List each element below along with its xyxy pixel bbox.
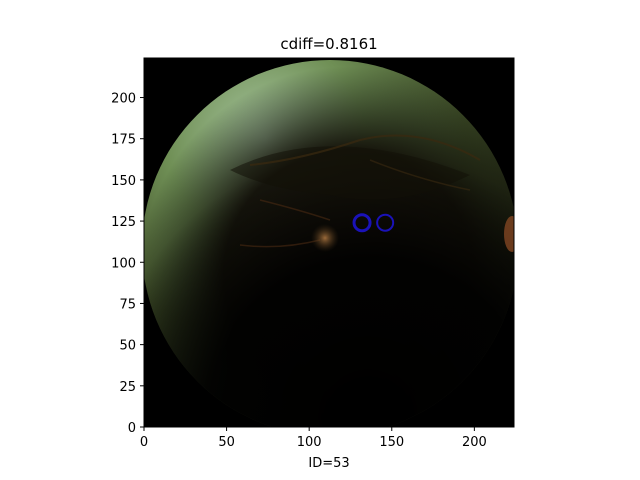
y-tick-label: 150: [111, 174, 136, 189]
y-tick-label: 75: [119, 297, 136, 312]
x-tick-label: 50: [218, 435, 235, 450]
chart-title: cdiff=0.8161: [280, 35, 377, 53]
x-tick-label: 100: [297, 435, 322, 450]
y-tick-label: 200: [111, 92, 136, 107]
y-tick-label: 50: [119, 339, 136, 354]
x-axis-label: ID=53: [308, 456, 349, 471]
x-tick-label: 150: [379, 435, 404, 450]
y-tick-label: 100: [111, 256, 136, 271]
data-point-marker: [352, 213, 372, 233]
marker-layer: [352, 213, 395, 233]
x-axis: 0 50 100 150 200: [140, 427, 487, 450]
data-point-marker: [376, 213, 395, 232]
y-axis: 0 25 50 75 100 125 150 175 200: [111, 92, 144, 436]
plot-area: [144, 58, 514, 427]
y-tick-label: 0: [128, 421, 136, 436]
edge-reflection: [504, 216, 514, 252]
x-tick-label: 0: [140, 435, 148, 450]
optic-disc: [311, 224, 339, 252]
y-tick-label: 175: [111, 133, 136, 148]
y-tick-label: 25: [119, 380, 136, 395]
y-tick-label: 125: [111, 215, 136, 230]
x-tick-label: 200: [462, 435, 487, 450]
fundus-image: [144, 60, 514, 427]
axes-frame: [143, 57, 515, 428]
